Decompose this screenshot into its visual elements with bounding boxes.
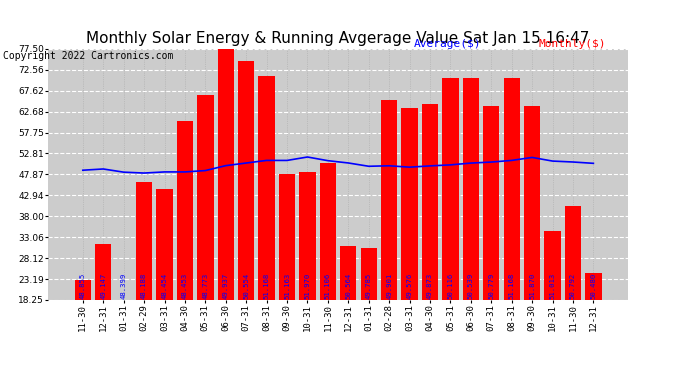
Text: 48.453: 48.453 [182,273,188,299]
Bar [524,106,540,300]
Bar [95,244,111,300]
Text: 50.779: 50.779 [489,273,494,299]
Text: 50.480: 50.480 [591,273,596,299]
Bar [565,206,581,300]
Text: 48.773: 48.773 [202,273,208,299]
Text: 48.855: 48.855 [80,273,86,299]
Title: Monthly Solar Energy & Running Avgerage Value Sat Jan 15 16:47: Monthly Solar Energy & Running Avgerage … [86,31,590,46]
Bar [299,172,315,300]
Text: 49.576: 49.576 [406,273,413,299]
Text: 51.163: 51.163 [284,273,290,299]
Text: 50.539: 50.539 [468,273,474,299]
Text: 51.168: 51.168 [264,273,270,299]
Text: Average($): Average($) [414,39,482,50]
Bar [319,163,336,300]
Text: 51.870: 51.870 [529,273,535,299]
Bar [463,78,479,300]
Text: 49.873: 49.873 [427,273,433,299]
Text: Monthly($): Monthly($) [538,39,606,50]
Bar [217,49,234,300]
Text: 48.454: 48.454 [161,273,168,299]
Bar [197,95,213,300]
Text: 51.970: 51.970 [304,273,310,299]
Bar [422,104,438,300]
Bar [585,273,602,300]
Text: 51.168: 51.168 [509,273,515,299]
Bar [238,62,255,300]
Text: 50.116: 50.116 [447,273,453,299]
Text: 49.785: 49.785 [366,273,372,299]
Text: Copyright 2022 Cartronics.com: Copyright 2022 Cartronics.com [3,51,174,61]
Bar [402,108,417,300]
Bar [504,78,520,300]
Text: 49.937: 49.937 [223,273,229,299]
Bar [177,121,193,300]
Bar [544,231,561,300]
Text: 49.147: 49.147 [100,273,106,299]
Text: 48.188: 48.188 [141,273,147,299]
Text: 51.013: 51.013 [549,273,555,299]
Text: 50.792: 50.792 [570,273,576,299]
Text: 50.554: 50.554 [243,273,249,299]
Bar [75,280,91,300]
Bar [483,106,500,300]
Bar [340,246,357,300]
Bar [361,248,377,300]
Bar [136,182,152,300]
Bar [259,76,275,300]
Text: 50.564: 50.564 [345,273,351,299]
Text: 48.399: 48.399 [121,273,127,299]
Bar [381,100,397,300]
Bar [279,174,295,300]
Text: 49.901: 49.901 [386,273,392,299]
Text: 51.106: 51.106 [325,273,331,299]
Bar [442,78,459,300]
Bar [157,189,172,300]
